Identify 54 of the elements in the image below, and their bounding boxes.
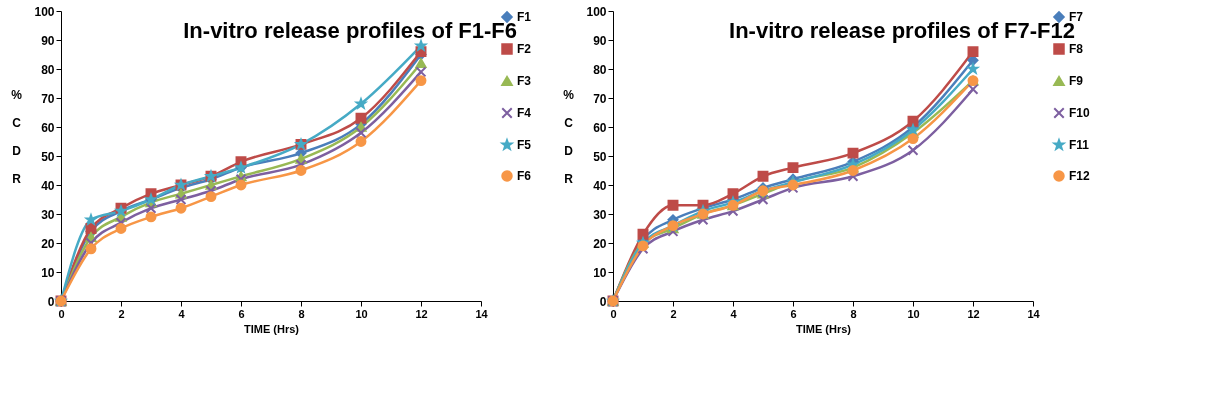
y-tick-label: 20 [41, 236, 55, 251]
y-tick-label: 10 [41, 265, 55, 280]
y-tick-label: 0 [599, 294, 607, 309]
legend-label: F9 [1069, 74, 1084, 88]
x-tick-label: 14 [475, 307, 489, 320]
x-axis-title: TIME (Hrs) [244, 322, 300, 335]
y-axis-title: % C D R [563, 87, 575, 186]
y-tick-label: 90 [593, 33, 607, 48]
y-tick-label: 20 [593, 236, 607, 251]
x-tick-label: 6 [238, 307, 245, 320]
y-tick-label: 60 [41, 120, 55, 135]
x-tick-label: 6 [790, 307, 797, 320]
legend-label: F3 [517, 74, 532, 88]
y-tick-label: 40 [41, 178, 55, 193]
x-tick-label: 2 [118, 307, 125, 320]
x-tick-label: 10 [355, 307, 368, 320]
x-tick-label: 2 [670, 307, 677, 320]
y-tick-label: 10 [593, 265, 607, 280]
legend-label: F8 [1069, 42, 1084, 56]
legend-label: F1 [517, 10, 532, 24]
legend-label: F10 [1069, 106, 1090, 120]
chart-title: In-vitro release profiles of F1-F6 [183, 18, 517, 43]
y-tick-label: 40 [593, 178, 607, 193]
y-tick-label: 100 [34, 4, 55, 19]
y-tick-label: 30 [41, 207, 55, 222]
y-tick-label: 60 [593, 120, 607, 135]
y-tick-label: 100 [586, 4, 607, 19]
legend-label: F6 [517, 169, 532, 183]
x-tick-label: 8 [850, 307, 857, 320]
x-tick-label: 8 [298, 307, 305, 320]
legend-label: F11 [1069, 138, 1090, 152]
y-tick-label: 50 [41, 149, 55, 164]
x-tick-label: 0 [610, 307, 617, 320]
y-tick-label: 70 [593, 91, 607, 106]
x-tick-label: 0 [58, 307, 65, 320]
x-tick-label: 4 [178, 307, 186, 320]
y-tick-label: 90 [41, 33, 55, 48]
y-tick-label: 80 [41, 62, 55, 77]
x-tick-label: 12 [967, 307, 980, 320]
y-tick-label: 0 [47, 294, 55, 309]
legend-label: F4 [517, 106, 532, 120]
x-tick-label: 10 [907, 307, 920, 320]
x-tick-label: 14 [1027, 307, 1041, 320]
y-tick-label: 30 [593, 207, 607, 222]
legend-label: F12 [1069, 169, 1090, 183]
legend-label: F2 [517, 42, 532, 56]
y-tick-label: 70 [41, 91, 55, 106]
y-tick-label: 80 [593, 62, 607, 77]
x-tick-label: 12 [415, 307, 428, 320]
x-tick-label: 4 [730, 307, 738, 320]
legend-label: F5 [517, 138, 532, 152]
y-axis-title: % C D R [11, 87, 23, 186]
y-tick-label: 50 [593, 149, 607, 164]
x-axis-title: TIME (Hrs) [796, 322, 852, 335]
